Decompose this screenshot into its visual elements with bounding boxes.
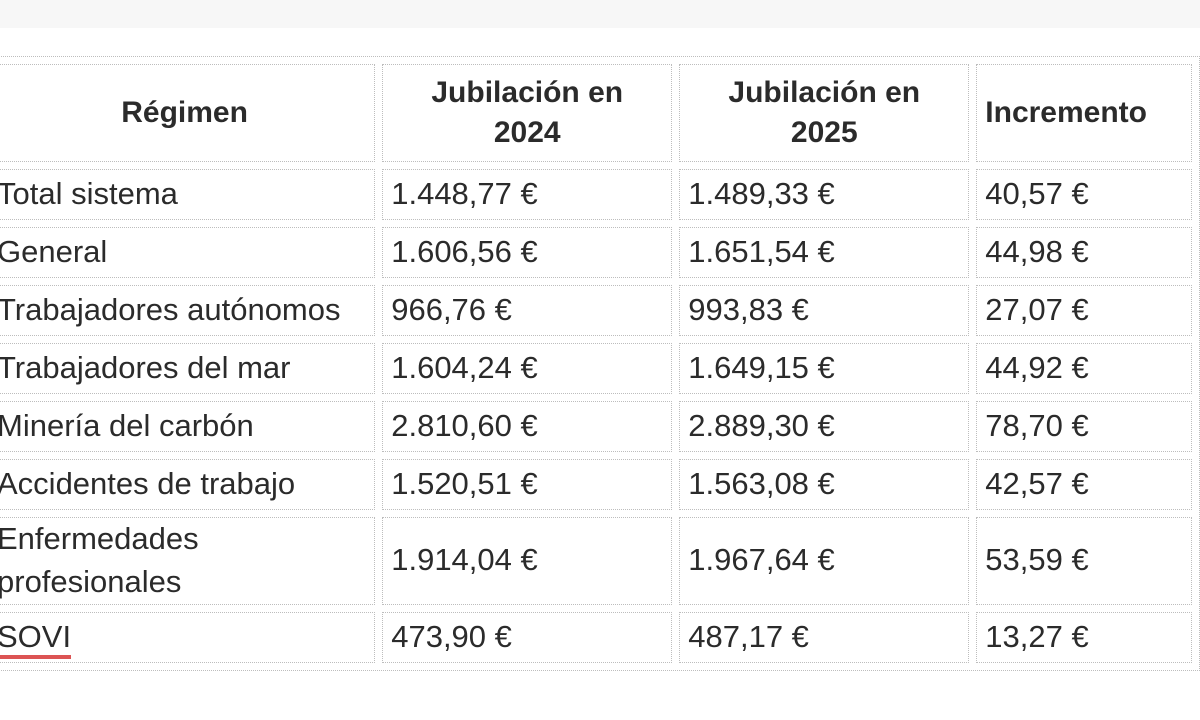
top-band [0,0,1200,28]
cell-jub2024: 2.810,60 € [382,401,673,452]
cell-regimen: Trabajadores autónomos [0,285,376,336]
sovi-link[interactable]: SOVI [0,618,72,659]
cell-jub2025: 1.489,33 € [679,169,970,220]
table-row: Accidentes de trabajo 1.520,51 €1.563,08 … [0,459,1192,510]
cell-jub2025: 1.967,64 € [679,517,970,605]
table-row: Total sistema 1.448,77 €1.489,33 €40,57 € [0,169,1192,220]
cell-incremento: 42,57 € [976,459,1192,510]
cell-incremento: 27,07 € [976,285,1192,336]
table-header: Régimen Jubilación en 2024 Jubilación en… [0,64,1192,162]
pension-table: Régimen Jubilación en 2024 Jubilación en… [0,56,1200,671]
cell-jub2024: 1.448,77 € [382,169,673,220]
cell-jub2024: 1.520,51 € [382,459,673,510]
column-header-incremento: Incremento [976,64,1192,162]
cell-jub2025: 1.649,15 € [679,343,970,394]
cell-jub2024: 1.914,04 € [382,517,673,605]
cell-regimen: Accidentes de trabajo [0,459,376,510]
cell-incremento: 13,27 € [976,611,1192,663]
cell-incremento: 40,57 € [976,169,1192,220]
cell-jub2024: 1.606,56 € [382,227,673,278]
table-row: Enfermedades profesionales 1.914,04 €1.96… [0,517,1192,605]
cell-incremento: 78,70 € [976,401,1192,452]
cell-regimen: Total sistema [0,169,376,220]
column-header-regimen: Régimen [0,64,376,162]
cell-jub2025: 993,83 € [679,285,970,336]
pension-table-container: Régimen Jubilación en 2024 Jubilación en… [0,56,1200,671]
header-row: Régimen Jubilación en 2024 Jubilación en… [0,64,1192,162]
cell-jub2024: 966,76 € [382,285,673,336]
column-header-jubilacion-2025: Jubilación en 2025 [679,64,970,162]
cell-jub2025: 1.563,08 € [679,459,970,510]
cell-jub2025: 2.889,30 € [679,401,970,452]
cell-incremento: 44,92 € [976,343,1192,394]
cell-incremento: 44,98 € [976,227,1192,278]
cell-regimen: Trabajadores del mar [0,343,376,394]
cell-regimen: Minería del carbón [0,401,376,452]
cell-jub2025: 1.651,54 € [679,227,970,278]
cell-jub2024: 473,90 € [382,611,673,663]
cell-regimen: General [0,227,376,278]
table-row: Trabajadores del mar 1.604,24 €1.649,15 €… [0,343,1192,394]
cell-jub2025: 487,17 € [679,611,970,663]
cell-regimen: Enfermedades profesionales [0,517,376,605]
table-row: General 1.606,56 €1.651,54 €44,98 € [0,227,1192,278]
cell-jub2024: 1.604,24 € [382,343,673,394]
table-row: Minería del carbón 2.810,60 €2.889,30 €78… [0,401,1192,452]
table-body: Total sistema 1.448,77 €1.489,33 €40,57 €… [0,169,1192,663]
cell-incremento: 53,59 € [976,517,1192,605]
table-row: SOVI 473,90 €487,17 €13,27 € [0,611,1192,663]
column-header-jubilacion-2024: Jubilación en 2024 [382,64,673,162]
table-row: Trabajadores autónomos 966,76 €993,83 €27… [0,285,1192,336]
cell-regimen: SOVI [0,611,376,663]
